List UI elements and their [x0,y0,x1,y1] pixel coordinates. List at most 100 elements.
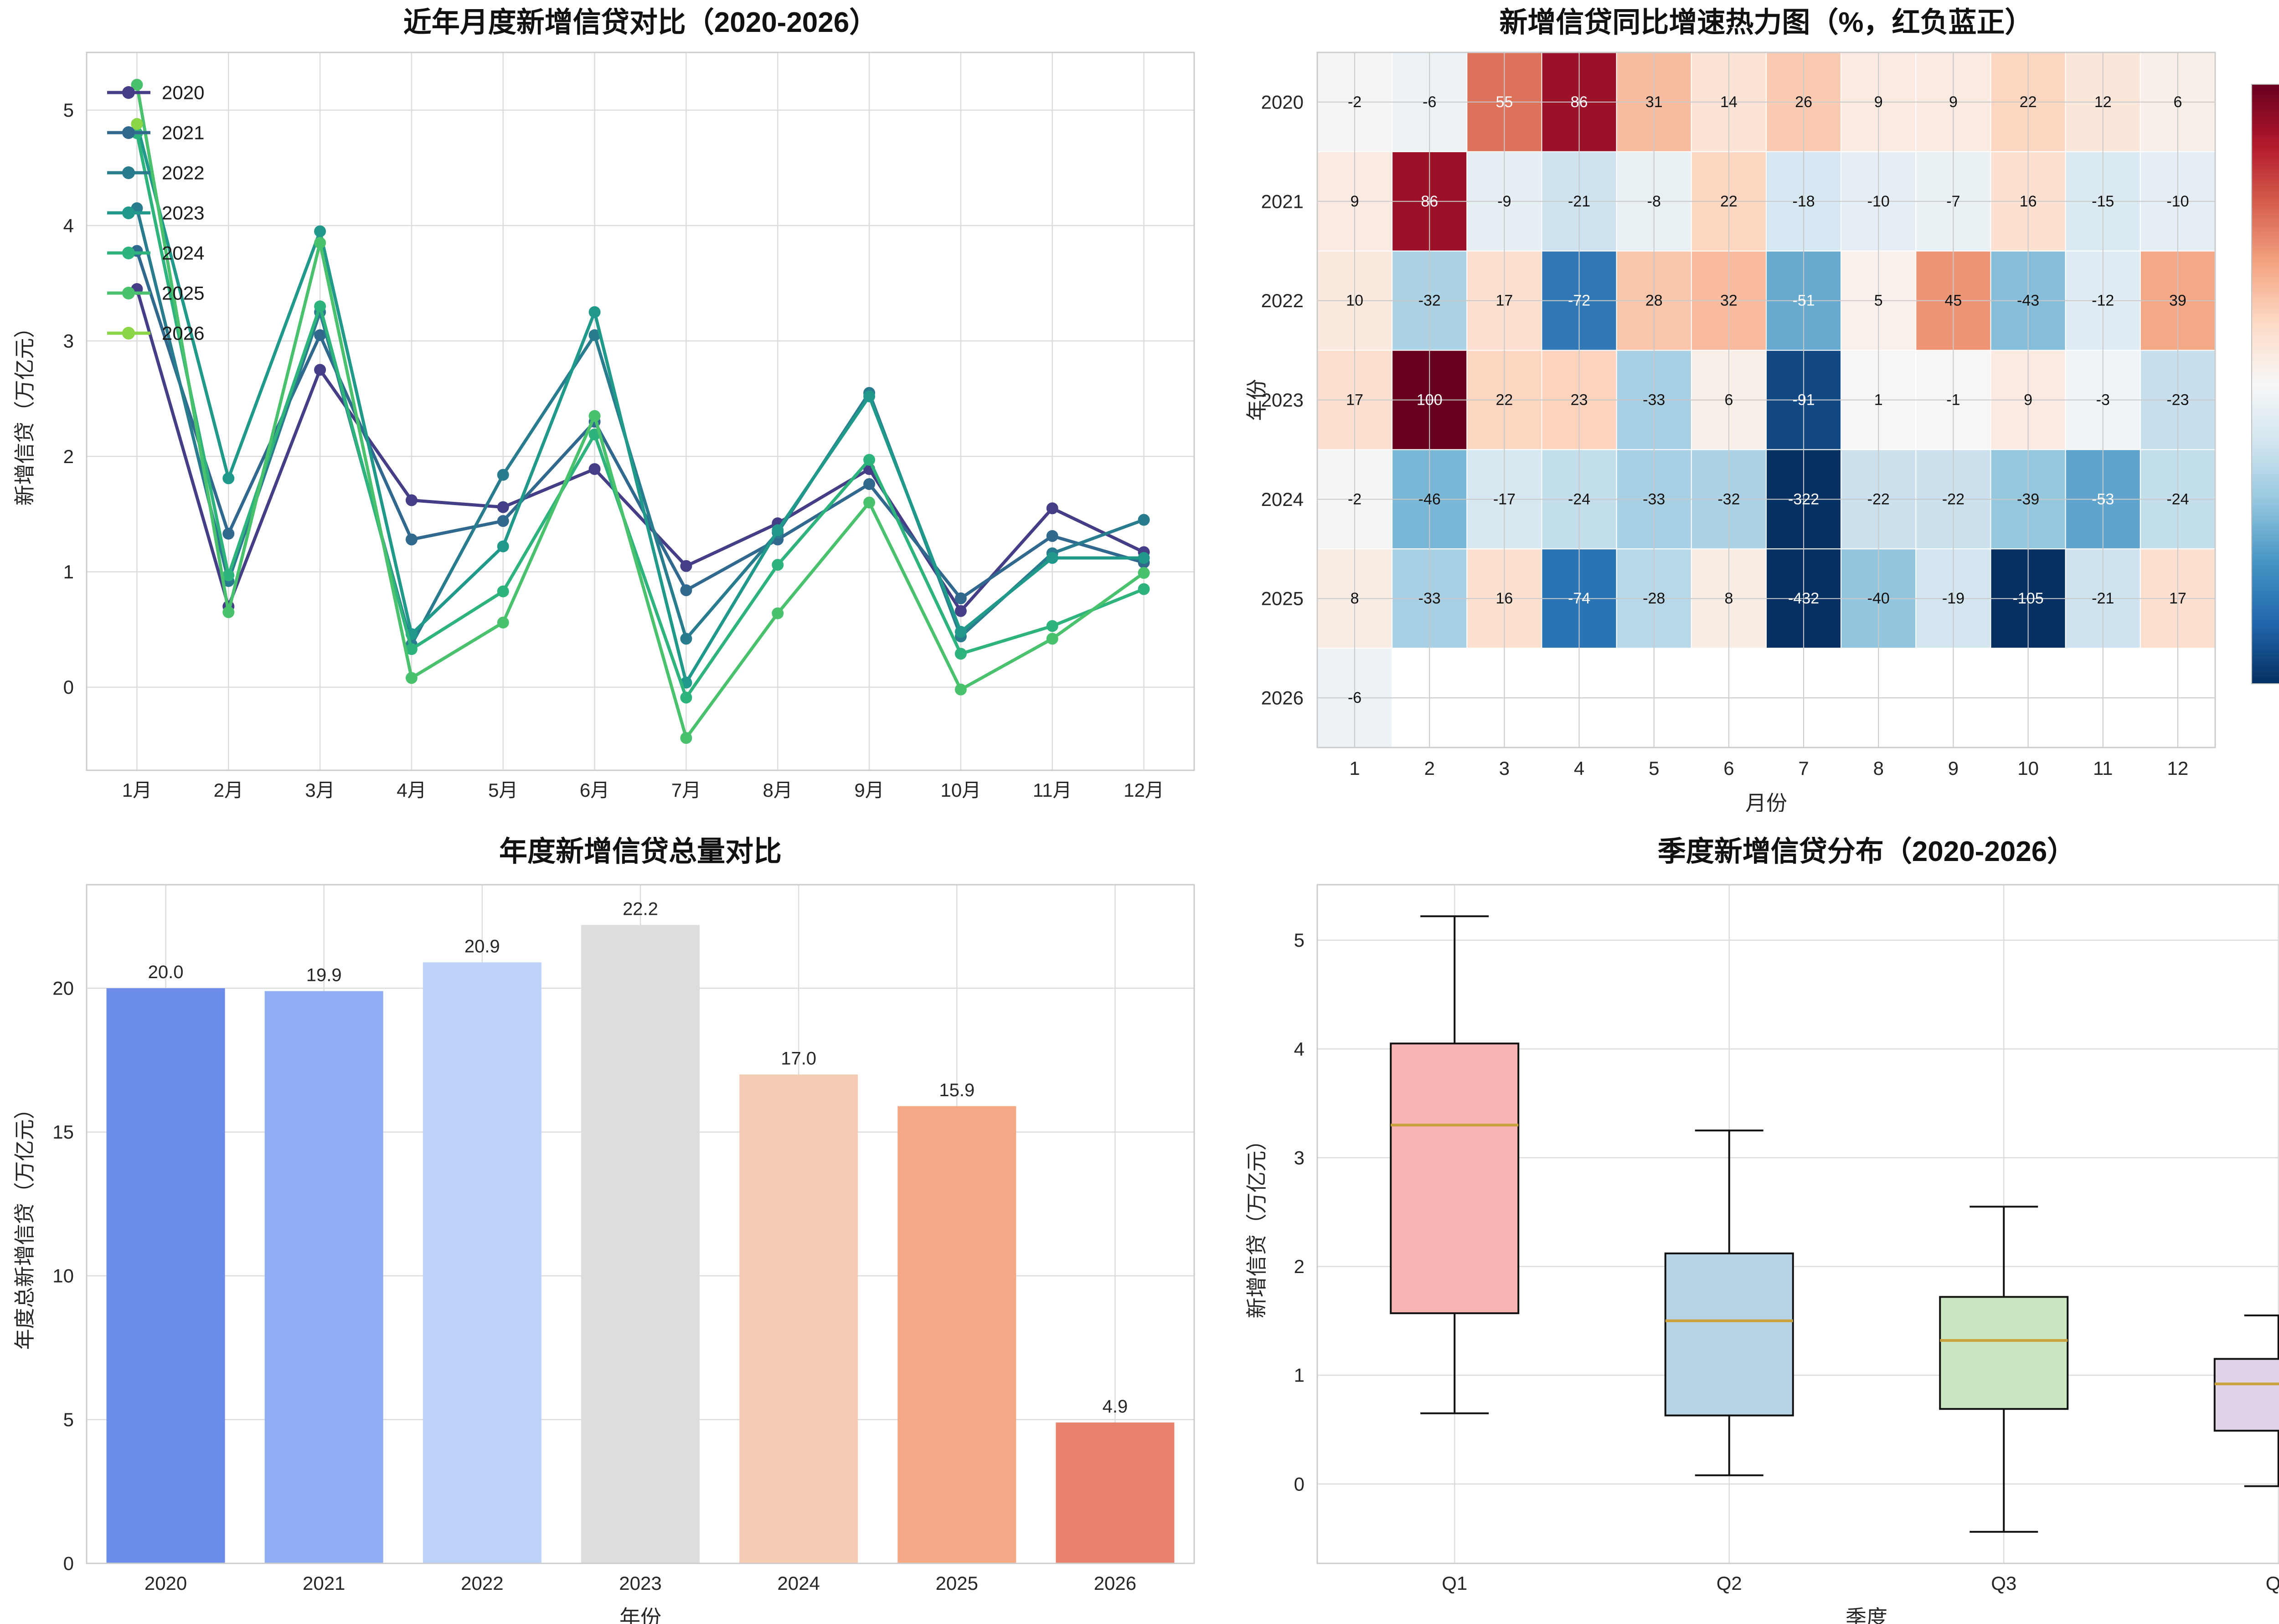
x-tick-label: 8 [1873,758,1884,779]
legend-label-2021: 2021 [162,122,204,144]
cell-value: -9 [1497,193,1511,210]
y-tick-label: 0 [1294,1473,1304,1495]
line-series-2023 [135,122,1146,685]
cell-value: -17 [1493,490,1516,508]
x-tick-label: 2020 [144,1572,187,1594]
cell-value: 8 [1724,590,1733,607]
legend-label-2025: 2025 [162,283,204,304]
cell-value: -72 [1568,292,1590,309]
cell-value: 17 [2169,590,2186,607]
cell-value: 31 [1645,93,1663,111]
cell-value: -53 [2092,490,2114,508]
cell-value: -105 [2013,590,2044,607]
box-Q4 [2213,1358,2279,1432]
cell-value: 86 [1571,93,1588,111]
cell-value: -6 [1423,93,1436,111]
cell-value: -23 [2166,392,2189,409]
cell-value: -6 [1348,689,1361,706]
cell-value: 32 [1720,292,1738,309]
subplot-quarterly-boxplot: Q1 Q2 Q3 Q4 0 1 2 3 4 5 季度 新增信贷（万亿元） 季度新增信贷分布（2020-2… [1224,812,2279,1624]
x-tick-label: 6月 [580,779,609,801]
cell-value: 12 [2094,93,2112,111]
y-tick-label: 3 [63,330,74,352]
cell-value: 22 [2020,93,2037,111]
x-tick-label: 2026 [1094,1572,1136,1594]
axes-frame [1316,52,2216,748]
x-tick-label: 12 [2167,758,2189,779]
x-tick-label: 2021 [303,1572,345,1594]
legend-label-2022: 2022 [162,162,204,184]
y-tick-label: 2024 [1261,489,1304,510]
x-tick-label: 4月 [397,779,426,801]
cell-value: 16 [2020,193,2037,210]
y-tick-label: 4 [1294,1038,1304,1060]
cell-value: 9 [1351,193,1359,210]
y-tick-label: 0 [63,676,74,698]
cell-value: -51 [1793,292,1815,309]
legend-marker-2026 [122,327,135,340]
legend-label-2023: 2023 [162,202,204,224]
marker-2022 [588,329,601,341]
cell-value: 22 [1496,392,1513,409]
y-tick-label: 5 [63,1409,74,1430]
marker-2020 [1046,502,1058,515]
legend-label-2024: 2024 [162,242,204,264]
cell-value: -22 [1867,490,1890,508]
marker-2025 [131,78,143,91]
marker-2022 [680,633,692,645]
cell-value: -28 [1643,590,1665,607]
chart-title: 新增信贷同比增速热力图（%，红负蓝正） [1499,6,2033,38]
x-tick-label: 3 [1499,758,1510,779]
cell-value: -3 [2096,392,2110,409]
cell-value: 45 [1945,292,1962,309]
marker-2023 [1138,552,1150,564]
marker-2022 [1138,514,1150,526]
cell-value: 39 [2169,292,2186,309]
cell-value: 28 [1645,292,1663,309]
marker-2024 [954,648,967,660]
marker-2021 [222,527,235,540]
y-tick-label: 1 [63,561,74,583]
cell-value: -432 [1788,590,1819,607]
cell-value: -322 [1788,490,1819,508]
bar-value-label: 4.9 [1103,1397,1128,1417]
cell-value: 17 [1346,392,1363,409]
x-tick-label: 10 [2017,758,2039,779]
cell-value: -33 [1643,490,1665,508]
y-tick-label: 2023 [1261,389,1304,411]
marker-2025 [1138,567,1150,579]
marker-2020 [954,605,967,617]
cell-value: 10 [1346,292,1363,309]
y-tick-label: 2025 [1261,588,1304,609]
cell-value: 23 [1571,392,1588,409]
cell-value: -8 [1647,193,1661,210]
legend-marker-2020 [122,86,135,99]
marker-2025 [314,237,326,249]
box-Q1 [1390,1042,1520,1315]
marker-2021 [405,533,418,546]
x-axis-label: 年份 [619,1606,661,1624]
marker-2024 [863,454,876,466]
marker-2021 [314,329,326,341]
x-tick-label: 10月 [941,779,981,801]
box-Q2 [1664,1252,1794,1417]
cell-value: -18 [1793,193,1815,210]
bar-value-label: 20.9 [464,936,500,956]
cell-value: 22 [1720,193,1738,210]
x-tick-label: 7 [1798,758,1809,779]
x-tick-label: 9 [1948,758,1959,779]
marker-2020 [497,501,509,513]
marker-2024 [314,300,326,313]
bar-2020 [106,988,225,1563]
line-series-2024 [135,131,1146,699]
marker-2024 [772,559,784,571]
bar-2022 [423,962,541,1563]
cell-value: 6 [1724,392,1733,409]
y-tick-label: 10 [52,1265,74,1287]
y-tick-label: 2021 [1261,191,1304,212]
axes-frame [86,52,1195,771]
marker-2025 [222,606,235,619]
cell-value: -40 [1867,590,1890,607]
subplot-annual-bar-chart: 20.0 19.9 20.9 22.2 17.0 15.9 4.9 2020 2021 2022 2… [0,812,1224,1624]
legend-marker-2021 [122,126,135,139]
